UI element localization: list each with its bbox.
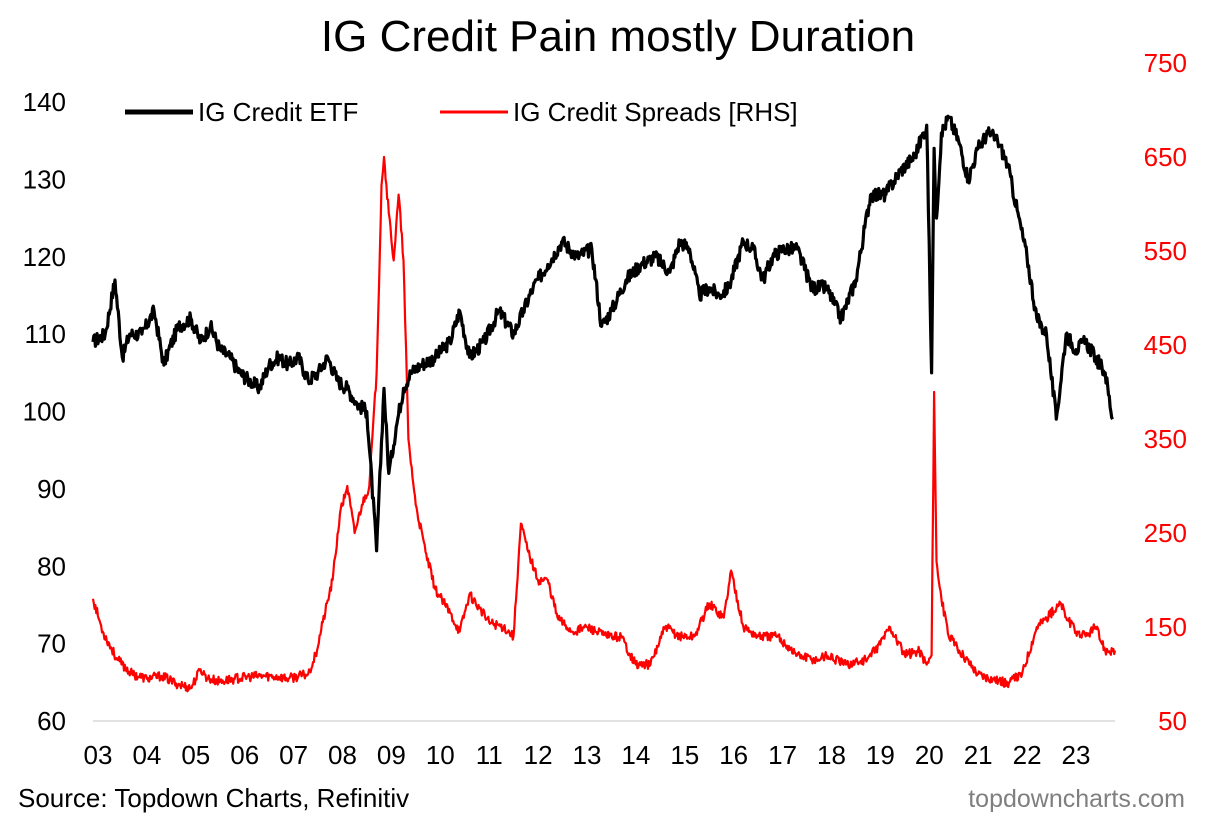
legend-label-etf: IG Credit ETF bbox=[198, 97, 358, 127]
x-tick-label: 20 bbox=[915, 740, 944, 770]
left-axis-ticks: 60 70 80 90 100 110 120 130 140 bbox=[23, 87, 66, 736]
left-tick-label: 120 bbox=[23, 242, 66, 272]
chart-title: IG Credit Pain mostly Duration bbox=[321, 12, 915, 61]
right-axis-ticks: 50 150 250 350 450 550 650 750 bbox=[1144, 48, 1187, 736]
left-tick-label: 130 bbox=[23, 164, 66, 194]
x-tick-label: 10 bbox=[426, 740, 455, 770]
x-tick-label: 13 bbox=[573, 740, 602, 770]
x-tick-label: 06 bbox=[230, 740, 259, 770]
left-tick-label: 110 bbox=[25, 319, 66, 349]
right-tick-label: 350 bbox=[1144, 424, 1187, 454]
x-tick-label: 22 bbox=[1013, 740, 1042, 770]
series-layer bbox=[91, 114, 1117, 693]
right-tick-label: 550 bbox=[1144, 236, 1187, 266]
right-tick-label: 50 bbox=[1158, 706, 1187, 736]
x-tick-label: 18 bbox=[817, 740, 846, 770]
x-tick-label: 17 bbox=[768, 740, 797, 770]
x-tick-label: 04 bbox=[132, 740, 161, 770]
x-tick-label: 09 bbox=[377, 740, 406, 770]
left-tick-label: 70 bbox=[37, 629, 66, 659]
x-tick-label: 23 bbox=[1062, 740, 1091, 770]
x-tick-label: 21 bbox=[964, 740, 993, 770]
x-tick-label: 05 bbox=[181, 740, 210, 770]
left-tick-label: 80 bbox=[37, 551, 66, 581]
x-tick-label: 16 bbox=[719, 740, 748, 770]
series-line-ig-credit-spreads bbox=[91, 155, 1117, 693]
x-tick-label: 03 bbox=[84, 740, 113, 770]
x-tick-label: 19 bbox=[866, 740, 895, 770]
x-tick-label: 11 bbox=[476, 740, 503, 770]
x-tick-label: 15 bbox=[670, 740, 699, 770]
series-line-ig-credit-etf bbox=[91, 114, 1114, 553]
legend: IG Credit ETF IG Credit Spreads [RHS] bbox=[125, 97, 798, 127]
x-tick-label: 12 bbox=[524, 740, 553, 770]
right-tick-label: 450 bbox=[1144, 330, 1187, 360]
left-tick-label: 60 bbox=[37, 706, 66, 736]
x-tick-label: 07 bbox=[279, 740, 308, 770]
watermark: topdowncharts.com bbox=[968, 785, 1185, 813]
x-axis-ticks: 03 04 05 06 07 08 09 10 11 12 13 14 15 16 17 18 19 20 21 22… bbox=[84, 740, 1091, 770]
right-tick-label: 250 bbox=[1144, 518, 1187, 548]
source-label: Source: Topdown Charts, Refinitiv bbox=[18, 783, 409, 813]
left-tick-label: 90 bbox=[37, 474, 66, 504]
right-tick-label: 650 bbox=[1144, 142, 1187, 172]
x-tick-label: 14 bbox=[621, 740, 650, 770]
left-tick-label: 100 bbox=[23, 397, 66, 427]
left-tick-label: 140 bbox=[23, 87, 66, 117]
right-tick-label: 750 bbox=[1144, 48, 1187, 78]
legend-label-spreads: IG Credit Spreads [RHS] bbox=[513, 97, 798, 127]
x-tick-label: 08 bbox=[328, 740, 357, 770]
right-tick-label: 150 bbox=[1144, 612, 1187, 642]
